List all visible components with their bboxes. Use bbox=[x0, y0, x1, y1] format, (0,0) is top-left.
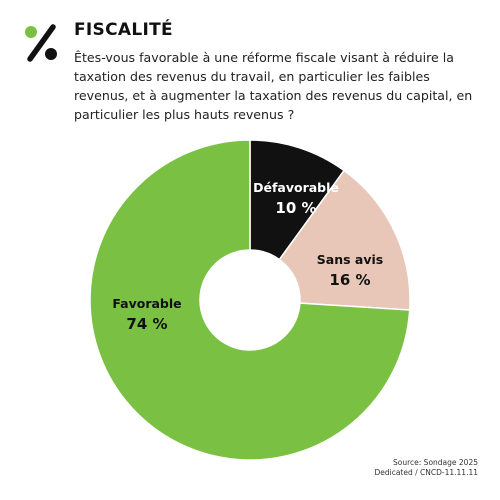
source-note: Source: Sondage 2025 Dedicated / CNCD-11… bbox=[374, 458, 478, 478]
slice-value-label: 74 % bbox=[126, 315, 167, 333]
slice-sans-avis bbox=[278, 169, 411, 311]
percent-icon bbox=[25, 24, 57, 62]
logo-slash bbox=[27, 24, 56, 62]
slice-label: Favorable bbox=[112, 296, 181, 311]
slice-favorable bbox=[89, 139, 411, 461]
source-line-1: Source: Sondage 2025 bbox=[393, 458, 478, 467]
source-line-2: Dedicated / CNCD-11.11.11 bbox=[374, 468, 478, 477]
slice-label: Défavorable bbox=[253, 180, 339, 195]
slice-value-label: 16 % bbox=[329, 271, 370, 289]
logo-dot-top bbox=[25, 26, 37, 38]
slice-label: Sans avis bbox=[317, 252, 383, 267]
slice-value-label: 10 % bbox=[275, 199, 316, 217]
logo-dot-bottom bbox=[45, 48, 57, 60]
survey-question: Êtes-vous favorable à une réforme fiscal… bbox=[74, 50, 473, 122]
page-title: FISCALITÉ bbox=[74, 20, 173, 40]
